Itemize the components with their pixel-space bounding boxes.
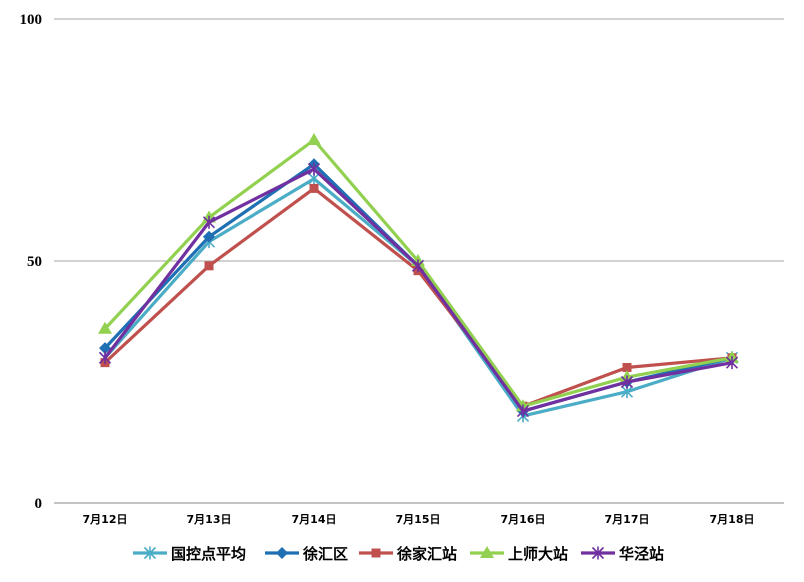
- legend-symbol: [133, 546, 167, 560]
- series-3: [100, 183, 737, 411]
- legend: 国控点平均 徐汇区 徐家汇站 上师大站 华泾站: [133, 545, 664, 563]
- data-point: [143, 546, 157, 560]
- x-tick-label: 7月16日: [501, 513, 546, 526]
- data-point: [411, 259, 425, 273]
- legend-item-3: 徐家汇站: [359, 545, 457, 563]
- data-point: [591, 546, 605, 560]
- x-tick-label: 7月15日: [396, 513, 441, 526]
- data-point: [309, 183, 319, 193]
- x-tick-label: 7月14日: [292, 513, 337, 526]
- legend-label: 华泾站: [619, 545, 664, 563]
- data-point: [99, 342, 111, 355]
- data-point: [371, 548, 381, 558]
- x-axis: 7月12日 7月13日 7月14日 7月15日 7月16日 7月17日 7月18…: [83, 513, 755, 526]
- data-point: [480, 546, 494, 558]
- data-point: [202, 215, 216, 229]
- y-tick-label: 100: [20, 12, 43, 28]
- x-tick-label: 7月13日: [187, 513, 232, 526]
- data-point: [725, 356, 739, 370]
- legend-label: 徐汇区: [302, 545, 348, 563]
- legend-symbol: [359, 548, 393, 558]
- x-tick-label: 7月17日: [605, 513, 650, 526]
- legend-item-5: 华泾站: [581, 545, 664, 563]
- data-point: [98, 321, 112, 334]
- data-point: [620, 375, 634, 389]
- x-tick-label: 7月12日: [83, 513, 128, 526]
- series-1: [98, 172, 739, 423]
- data-point: [307, 162, 321, 176]
- data-point: [276, 547, 288, 559]
- legend-symbol: [265, 547, 299, 559]
- series-layer: [98, 133, 739, 423]
- y-axis: 100 50 0: [20, 12, 43, 512]
- y-tick-label: 0: [35, 496, 43, 512]
- legend-symbol: [470, 546, 504, 558]
- legend-label: 上师大站: [508, 545, 568, 563]
- data-point: [307, 133, 321, 145]
- y-tick-label: 50: [27, 254, 42, 270]
- legend-symbol: [581, 546, 615, 560]
- legend-label: 徐家汇站: [396, 545, 457, 563]
- legend-item-2: 徐汇区: [265, 545, 348, 563]
- legend-label: 国控点平均: [171, 545, 246, 563]
- legend-item-1: 国控点平均: [133, 545, 246, 563]
- x-tick-label: 7月18日: [710, 513, 755, 526]
- legend-item-4: 上师大站: [470, 545, 568, 563]
- data-point: [622, 362, 632, 372]
- data-point: [98, 351, 112, 365]
- series-5: [98, 162, 739, 418]
- data-point: [204, 261, 214, 271]
- data-point: [516, 404, 530, 418]
- data-point: [203, 230, 215, 243]
